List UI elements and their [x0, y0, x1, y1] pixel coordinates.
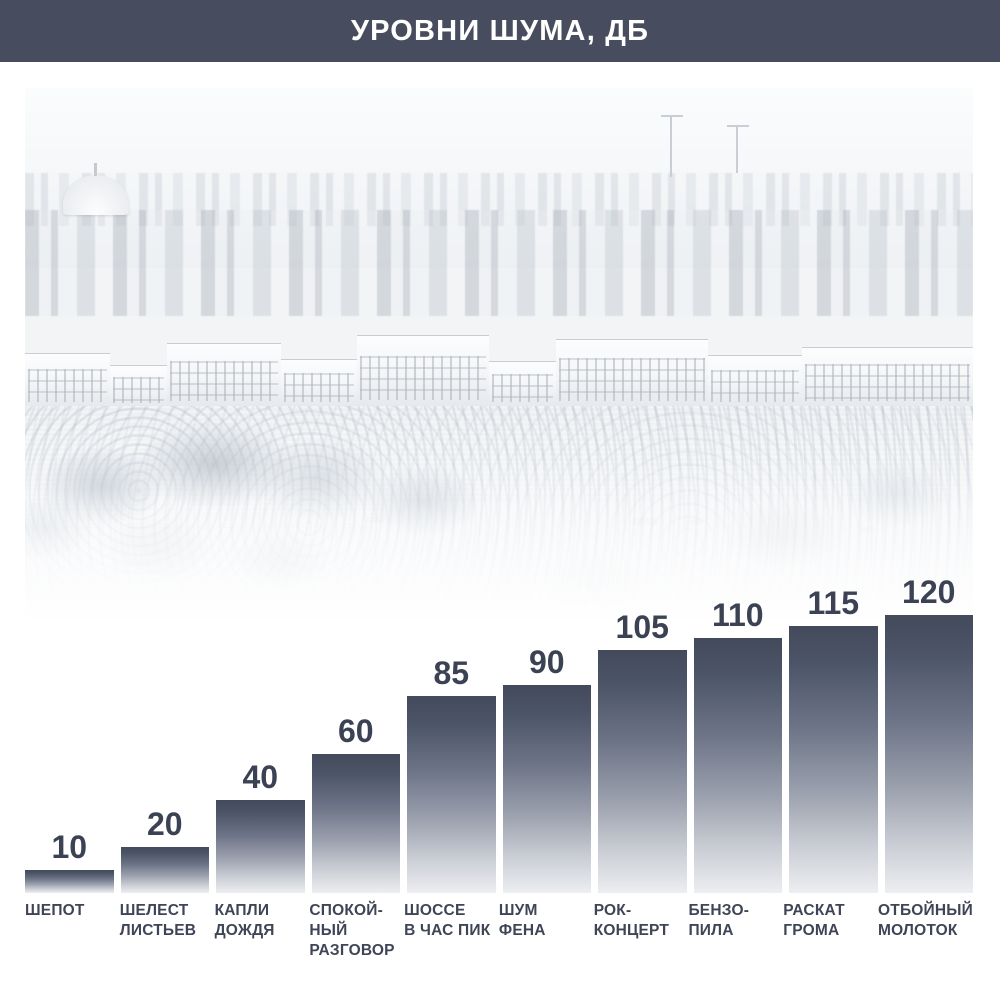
- building: [110, 365, 168, 406]
- bar-value-label: 115: [807, 585, 860, 621]
- bar-category-label: РАСКАТ ГРОМА: [783, 902, 845, 939]
- bar-rect[interactable]: [884, 615, 973, 893]
- bar-value-label: 120: [902, 574, 956, 610]
- bar-category-label: ШОССЕ В ЧАС ПИК: [404, 902, 491, 939]
- bar-column[interactable]: 40: [216, 560, 305, 893]
- bar-rect[interactable]: [311, 754, 400, 893]
- bar-column[interactable]: 20: [120, 560, 209, 893]
- bar-rect[interactable]: [598, 650, 687, 893]
- cityscape-photo: [25, 88, 973, 618]
- bar-rect[interactable]: [120, 847, 209, 893]
- bars-area: 10 20 40 60 85 90: [25, 560, 973, 893]
- bar-category-label: ШЕЛЕСТ ЛИСТЬЕВ: [119, 902, 197, 939]
- bar-value-label: 90: [528, 644, 565, 680]
- noise-levels-bar-chart: 10 20 40 60 85 90: [25, 560, 973, 980]
- building: [802, 347, 973, 406]
- bar-rect[interactable]: [789, 626, 878, 893]
- bar-category-label: ОТБОЙНЫЙ МОЛОТОК: [878, 902, 974, 939]
- crane-icon: [660, 114, 683, 177]
- header-band: УРОВНИ ШУМА, ДБ: [0, 0, 1000, 62]
- bar-column[interactable]: 10: [25, 560, 114, 893]
- crane-icon: [727, 125, 749, 174]
- building: [489, 361, 556, 406]
- bar-category-label: КАПЛИ ДОЖДЯ: [214, 902, 275, 939]
- dome-building: [62, 163, 129, 216]
- bar-value-label: 20: [146, 806, 183, 842]
- bar-column[interactable]: 60: [311, 560, 400, 893]
- bar-value-label: 40: [242, 759, 279, 795]
- bar-rect[interactable]: [216, 800, 305, 893]
- bar-rect[interactable]: [407, 696, 496, 893]
- building: [555, 339, 708, 406]
- bar-rect[interactable]: [693, 638, 782, 893]
- category-labels-row: ШЕПОТ ШЕЛЕСТ ЛИСТЬЕВ КАПЛИ ДОЖДЯ СПОКОЙ-…: [25, 901, 973, 960]
- building: [167, 343, 281, 406]
- bar-column[interactable]: 110: [693, 560, 782, 893]
- bar-column[interactable]: 90: [502, 560, 591, 893]
- bar-value-label: 110: [711, 597, 764, 633]
- bar-value-label: 105: [615, 609, 669, 645]
- bar-category-label: ШЕПОТ: [25, 902, 85, 919]
- bar-category-label: БЕНЗО- ПИЛА: [688, 902, 750, 939]
- far-skyline-layer: [25, 172, 973, 226]
- bar-value-label: 10: [51, 829, 88, 865]
- bar-category-label: РОК- КОНЦЕРТ: [593, 902, 670, 939]
- building: [707, 355, 803, 406]
- sky-layer: [25, 88, 973, 269]
- building: [25, 353, 111, 406]
- bar-value-label: 85: [433, 655, 470, 691]
- building: [356, 335, 490, 406]
- bar-category-label: ШУМ ФЕНА: [498, 902, 546, 939]
- bar-column[interactable]: 115: [789, 560, 878, 893]
- bar-column[interactable]: 120: [884, 560, 973, 893]
- bar-value-label: 60: [337, 713, 374, 749]
- embankment-buildings: [25, 328, 973, 406]
- page-title: УРОВНИ ШУМА, ДБ: [350, 14, 650, 47]
- bar-column[interactable]: 105: [598, 560, 687, 893]
- bar-column[interactable]: 85: [407, 560, 496, 893]
- bar-rect[interactable]: [502, 685, 591, 893]
- mid-city-layer: [25, 209, 973, 316]
- bar-rect[interactable]: [25, 870, 114, 893]
- photo-scene: [25, 88, 973, 618]
- building: [280, 359, 357, 406]
- bar-category-label: СПОКОЙ- НЫЙ РАЗГОВОР: [309, 902, 395, 959]
